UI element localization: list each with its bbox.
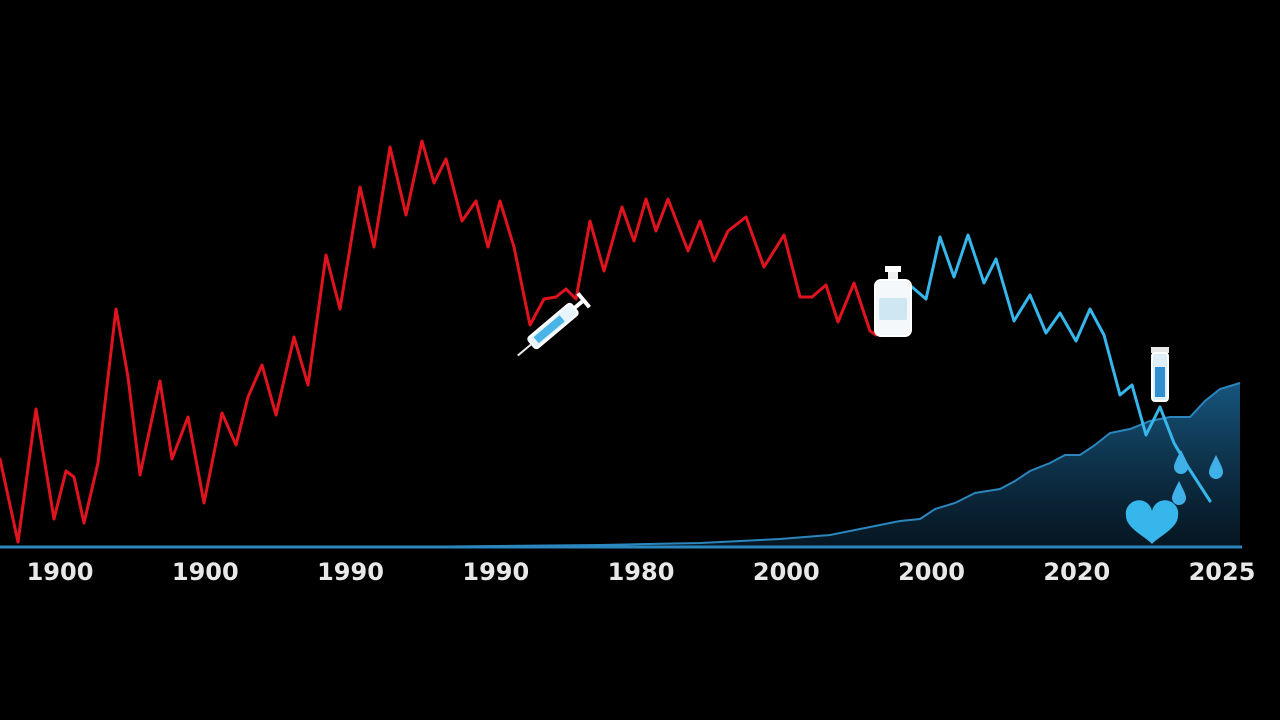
heart-icon (1125, 500, 1179, 544)
x-tick-label: 2020 (1043, 558, 1110, 586)
water-drop-icon (1174, 450, 1188, 474)
x-tick-label: 2000 (753, 558, 820, 586)
x-tick-label: 1990 (317, 558, 384, 586)
x-tick-label: 1900 (172, 558, 239, 586)
x-tick-label: 1980 (608, 558, 675, 586)
water-drop-icon (1209, 455, 1223, 479)
vial-icon (1151, 347, 1169, 402)
area-series-fill (0, 383, 1240, 547)
syringe-icon (517, 292, 591, 357)
area-series-line (0, 382, 1241, 548)
x-tick-label: 1990 (462, 558, 529, 586)
x-tick-label: 1900 (27, 558, 94, 586)
x-tick-label: 2025 (1189, 558, 1256, 586)
x-tick-label: 2000 (898, 558, 965, 586)
series-line-0 (0, 139, 878, 544)
line-series-layer (0, 139, 1212, 544)
series-line-1 (910, 233, 1212, 503)
area-series-layer (0, 382, 1241, 548)
water-drop-icon (1172, 481, 1186, 505)
medicine-bottle-icon (874, 266, 912, 337)
x-tick-labels: 1900 1900 1990 1990 1980 2000 2000 2020 2025 (27, 558, 1256, 586)
